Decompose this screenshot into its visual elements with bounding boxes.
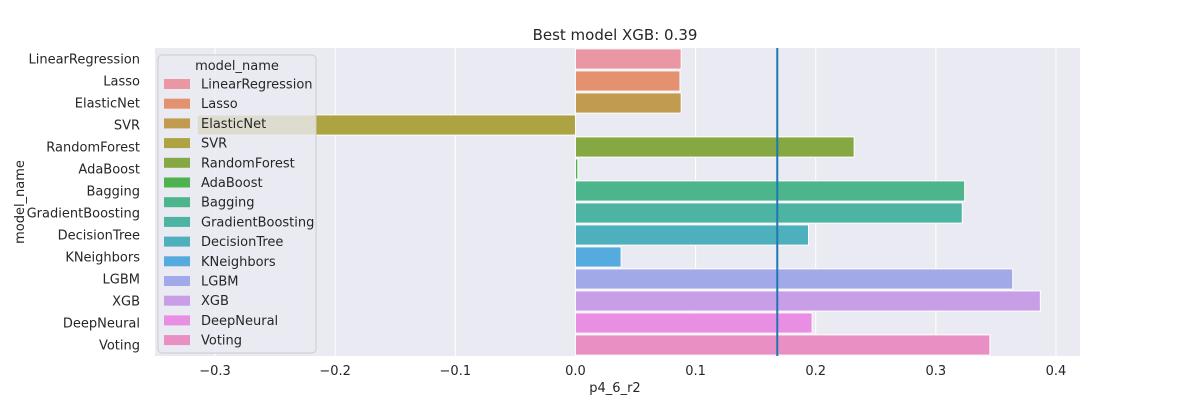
legend-item-label: RandomForest xyxy=(201,156,295,171)
bar-gradientboosting xyxy=(574,202,963,224)
legend-item-label: DeepNeural xyxy=(201,314,278,329)
legend-swatch xyxy=(164,118,190,129)
legend-swatch xyxy=(164,177,190,188)
x-tick-label: −0.3 xyxy=(199,364,231,379)
y-tick-label: GradientBoosting xyxy=(27,207,140,222)
bar-kneighbors xyxy=(574,246,622,268)
legend-item-label: Bagging xyxy=(201,196,255,211)
legend-item-label: AdaBoost xyxy=(201,176,263,191)
legend-swatch xyxy=(164,236,190,247)
legend-item-label: ElasticNet xyxy=(201,117,266,132)
x-tick-label: 0.3 xyxy=(926,364,947,379)
legend-swatch xyxy=(164,216,190,227)
y-tick-label: XGB xyxy=(112,295,140,310)
y-tick-label: RandomForest xyxy=(46,141,140,156)
legend-item-label: XGB xyxy=(201,294,229,309)
legend-box xyxy=(157,54,317,354)
legend-item-label: Voting xyxy=(201,334,242,349)
x-tick-label: 0.2 xyxy=(805,364,826,379)
legend-swatch xyxy=(164,256,190,267)
y-tick-label: ElasticNet xyxy=(75,97,140,112)
x-tick-label: 0.1 xyxy=(685,364,706,379)
legend-swatch xyxy=(164,276,190,286)
legend-item-label: LinearRegression xyxy=(201,78,313,93)
y-tick-label: KNeighbors xyxy=(65,251,140,266)
x-tick-label: −0.2 xyxy=(319,364,351,379)
legend-swatch xyxy=(164,295,190,306)
legend-item-label: LGBM xyxy=(201,275,238,290)
y-tick-label: DeepNeural xyxy=(63,317,140,332)
y-tick-label: LinearRegression xyxy=(28,53,140,68)
bar-decisiontree xyxy=(574,224,810,246)
bar-bagging xyxy=(574,180,966,202)
bar-lasso xyxy=(574,70,681,92)
bar-adaboost xyxy=(574,158,579,180)
y-tick-label: AdaBoost xyxy=(78,163,140,178)
legend: model_name LinearRegression Lasso ElasticN… xyxy=(157,54,317,354)
bar-voting xyxy=(574,334,991,356)
chart-title: Best model XGB: 0.39 xyxy=(533,26,698,44)
x-axis-label: p4_6_r2 xyxy=(589,381,640,396)
legend-swatch xyxy=(164,157,190,168)
y-tick-label: DecisionTree xyxy=(58,229,140,244)
legend-item-label: DecisionTree xyxy=(201,235,283,250)
y-tick-label: Lasso xyxy=(103,75,140,90)
bar-deepneural xyxy=(574,312,813,334)
legend-swatch xyxy=(164,197,190,208)
y-tick-label: Voting xyxy=(99,339,140,354)
bar-linearregression xyxy=(574,48,682,70)
y-tick-label: SVR xyxy=(114,119,140,134)
bar-lgbm xyxy=(574,268,1014,290)
legend-swatch xyxy=(164,98,190,109)
legend-item-label: Lasso xyxy=(201,97,238,112)
x-tick-label: 0.4 xyxy=(1046,364,1067,379)
x-tick-label: 0.0 xyxy=(565,364,586,379)
legend-item-label: KNeighbors xyxy=(201,255,276,270)
legend-title: model_name xyxy=(195,59,279,74)
legend-swatch xyxy=(164,315,190,326)
legend-item-label: GradientBoosting xyxy=(201,215,314,230)
legend-swatch xyxy=(164,335,190,346)
bar-randomforest xyxy=(574,136,855,158)
legend-swatch xyxy=(164,138,190,149)
legend-swatch xyxy=(164,79,190,89)
bar-elasticnet xyxy=(574,92,682,114)
y-tick-label: Bagging xyxy=(87,185,141,200)
y-tick-label: LGBM xyxy=(103,273,140,288)
bar-xgb xyxy=(574,290,1041,312)
y-axis-label: model_name xyxy=(13,160,28,244)
legend-item-label: SVR xyxy=(201,137,227,152)
x-tick-label: −0.1 xyxy=(440,364,472,379)
